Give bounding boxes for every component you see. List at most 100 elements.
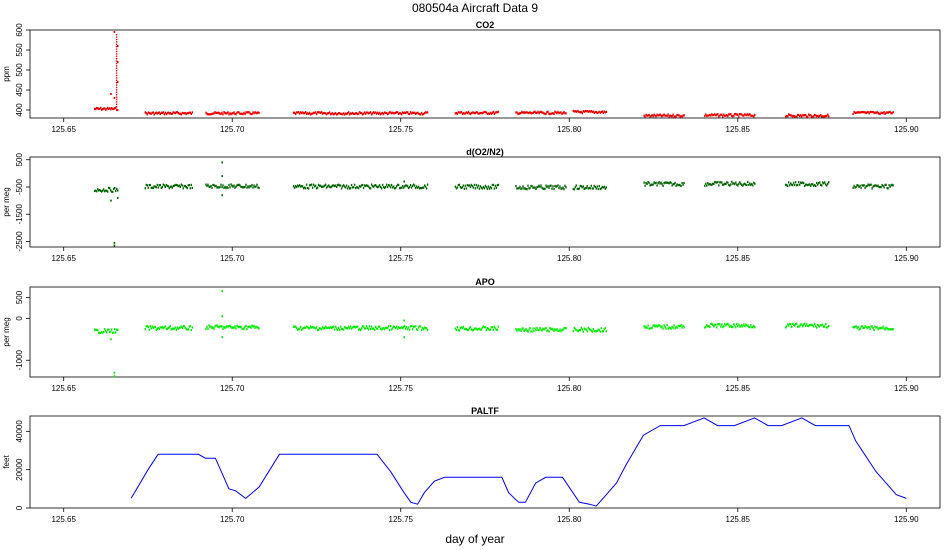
data-point-o2n2 [304, 187, 307, 190]
data-point-co2 [294, 112, 297, 116]
data-point-co2 [300, 112, 303, 115]
data-point-apo [385, 326, 388, 329]
data-point-apo [173, 327, 175, 330]
data-point-co2 [681, 115, 683, 118]
data-point-co2 [749, 113, 751, 116]
data-point-co2 [861, 111, 863, 114]
data-point-co2 [656, 113, 658, 116]
data-point-apo [595, 330, 597, 333]
data-point-co2 [210, 113, 212, 116]
data-point-co2 [247, 111, 249, 114]
data-point-co2 [813, 115, 815, 118]
data-point-co2 [296, 111, 299, 114]
data-point-co2 [487, 112, 490, 115]
data-point-o2n2 [455, 187, 458, 190]
data-point-apo [210, 325, 212, 328]
data-point-o2n2 [460, 186, 463, 189]
data-point-apo [459, 327, 462, 330]
data-point-apo [305, 325, 308, 328]
data-point-o2n2 [360, 184, 363, 187]
data-point-o2n2 [587, 187, 589, 190]
data-point-apo [661, 325, 663, 328]
data-point-o2n2 [160, 186, 162, 189]
data-point-o2n2 [159, 184, 161, 187]
data-point-o2n2 [718, 184, 720, 187]
data-point-co2 [149, 112, 151, 115]
x-tick-label-o2n2: 125.85 [726, 254, 751, 263]
data-point-o2n2 [786, 184, 788, 187]
data-point-apo [867, 325, 869, 329]
data-point-co2 [797, 113, 799, 117]
data-point-co2 [341, 113, 344, 116]
data-point-apo [880, 326, 882, 330]
data-point-apo [350, 327, 353, 330]
data-point-co2 [156, 112, 158, 115]
data-point-o2n2 [478, 187, 481, 190]
data-point-co2 [669, 114, 671, 117]
data-point-co2 [799, 115, 801, 118]
data-point-o2n2 [883, 186, 885, 189]
data-point-apo [382, 327, 385, 330]
data-point-apo [389, 325, 392, 328]
data-point-co2 [542, 111, 544, 114]
data-point-co2 [458, 111, 461, 114]
data-point-co2 [483, 110, 486, 113]
data-point-apo [801, 323, 803, 326]
data-point-o2n2 [116, 196, 119, 199]
data-point-o2n2 [402, 186, 405, 189]
data-point-apo [649, 327, 651, 330]
data-point-apo [821, 324, 823, 327]
data-point-co2 [366, 111, 369, 114]
panel-title-co2: CO2 [476, 20, 495, 30]
data-point-co2 [317, 111, 320, 114]
data-point-o2n2 [155, 186, 157, 189]
data-point-apo [225, 325, 227, 328]
data-point-apo [310, 326, 313, 329]
data-point-co2 [549, 113, 551, 116]
data-point-apo [794, 324, 796, 327]
data-point-co2 [175, 111, 177, 114]
data-point-co2 [575, 110, 577, 113]
data-point-apo [645, 325, 647, 328]
data-point-co2 [875, 111, 877, 114]
data-point-o2n2 [474, 187, 477, 190]
data-point-o2n2 [866, 185, 868, 188]
data-point-apo [527, 330, 529, 333]
data-point-apo [731, 325, 733, 328]
data-point-co2 [879, 112, 881, 116]
data-point-co2 [169, 112, 171, 115]
data-point-o2n2 [524, 187, 526, 190]
data-point-co2 [808, 113, 810, 116]
data-point-co2 [100, 106, 102, 109]
data-point-apo [473, 327, 476, 330]
data-point-o2n2 [536, 186, 538, 189]
data-point-o2n2 [644, 184, 646, 187]
data-point-o2n2 [741, 183, 743, 186]
data-point-apo [233, 326, 235, 329]
data-point-apo [217, 325, 219, 328]
data-point-o2n2 [820, 183, 822, 186]
data-point-o2n2 [552, 185, 554, 188]
data-point-apo [455, 328, 458, 331]
data-point-o2n2 [108, 186, 110, 189]
data-point-o2n2 [374, 184, 377, 187]
data-point-apo [360, 327, 363, 330]
data-point-apo [213, 327, 215, 330]
data-point-co2 [805, 114, 807, 117]
data-point-o2n2 [479, 185, 482, 188]
data-point-co2 [728, 113, 730, 116]
data-point-o2n2 [97, 188, 99, 191]
data-point-o2n2 [656, 184, 658, 187]
data-point-apo [533, 329, 535, 333]
data-point-o2n2 [301, 185, 304, 188]
data-point-o2n2 [314, 184, 317, 187]
data-point-o2n2 [181, 184, 183, 187]
data-point-co2 [395, 111, 398, 114]
data-point-co2 [647, 114, 649, 117]
data-point-apo [421, 326, 424, 330]
data-point-co2 [171, 112, 173, 115]
data-point-o2n2 [534, 186, 536, 189]
data-point-co2 [382, 113, 385, 116]
data-point-o2n2 [647, 181, 649, 184]
data-point-co2 [114, 107, 116, 110]
